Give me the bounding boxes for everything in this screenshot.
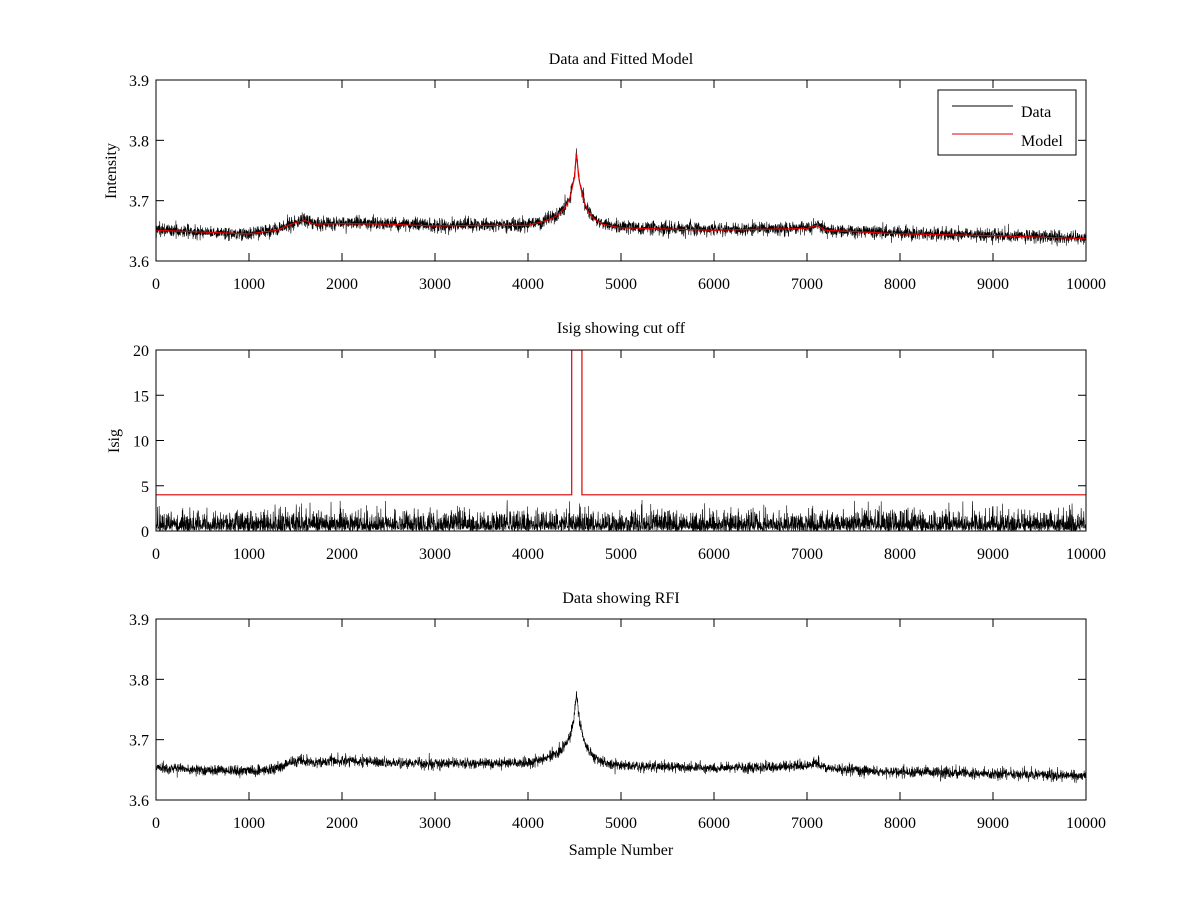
y-tick-label: 3.6 bbox=[129, 254, 149, 271]
series-data-line bbox=[156, 691, 1086, 784]
x-tick-label: 1000 bbox=[233, 815, 265, 832]
x-tick-label: 3000 bbox=[419, 546, 451, 563]
x-tick-label: 9000 bbox=[977, 546, 1009, 563]
x-tick-label: 0 bbox=[152, 815, 160, 832]
panel-rfi: Data showing RFI 0 1000 2000 3000 4000 5000 60… bbox=[129, 590, 1106, 859]
x-tick-label: 8000 bbox=[884, 276, 916, 293]
panel2-title: Isig showing cut off bbox=[557, 320, 686, 337]
x-tick-label: 1000 bbox=[233, 546, 265, 563]
x-tick-label: 2000 bbox=[326, 546, 358, 563]
x-tick-label: 9000 bbox=[977, 815, 1009, 832]
panel2-ylabel: Isig bbox=[106, 429, 123, 453]
x-tick-label: 5000 bbox=[605, 276, 637, 293]
x-tick-label: 9000 bbox=[977, 276, 1009, 293]
x-tick-label: 5000 bbox=[605, 546, 637, 563]
x-tick-label: 0 bbox=[152, 546, 160, 563]
y-tick-label: 3.8 bbox=[129, 672, 149, 689]
y-tick-label: 3.6 bbox=[129, 793, 149, 810]
x-tick-label: 2000 bbox=[326, 815, 358, 832]
x-tick-label: 10000 bbox=[1066, 276, 1106, 293]
y-tick-label: 3.7 bbox=[129, 733, 149, 750]
x-tick-label: 4000 bbox=[512, 815, 544, 832]
panel3-xlabel: Sample Number bbox=[569, 842, 674, 859]
x-tick-label: 10000 bbox=[1066, 546, 1106, 563]
legend-box bbox=[937, 89, 1077, 156]
panel-isig: Isig showing cut off 0 1000 2000 3000 4000 50… bbox=[106, 320, 1106, 563]
legend-data-label: Data bbox=[1021, 104, 1051, 121]
x-tick-label: 7000 bbox=[791, 276, 823, 293]
y-tick-label: 3.9 bbox=[129, 73, 149, 90]
series-cut-off-line bbox=[156, 350, 1086, 496]
y-tick-label: 3.9 bbox=[129, 612, 149, 629]
x-tick-label: 8000 bbox=[884, 546, 916, 563]
series-data-line bbox=[156, 148, 1086, 247]
legend-model-label: Model bbox=[1021, 133, 1063, 150]
x-tick-label: 7000 bbox=[791, 546, 823, 563]
y-tick-label: 15 bbox=[133, 388, 149, 405]
panel1-axes: 0 1000 2000 3000 4000 5000 6000 7000 8000 9000 100… bbox=[129, 73, 1106, 293]
panel1-legend: Data Model bbox=[937, 89, 1077, 156]
x-tick-label: 5000 bbox=[605, 815, 637, 832]
x-tick-label: 10000 bbox=[1066, 815, 1106, 832]
y-tick-label: 5 bbox=[141, 479, 149, 496]
x-tick-label: 4000 bbox=[512, 276, 544, 293]
x-tick-label: 3000 bbox=[419, 815, 451, 832]
y-tick-label: 3.7 bbox=[129, 194, 149, 211]
x-tick-label: 6000 bbox=[698, 815, 730, 832]
panel2-axes: 0 1000 2000 3000 4000 5000 6000 7000 8000 9000 100… bbox=[133, 343, 1106, 563]
y-tick-label: 0 bbox=[141, 524, 149, 541]
y-tick-label: 3.8 bbox=[129, 133, 149, 150]
x-tick-label: 7000 bbox=[791, 815, 823, 832]
panel3-title: Data showing RFI bbox=[562, 590, 679, 607]
panel1-title: Data and Fitted Model bbox=[549, 51, 694, 68]
panel-data-and-model: Data and Fitted Model 0 1000 2000 3000 4000 5… bbox=[103, 51, 1106, 293]
series-model-line bbox=[156, 152, 1086, 240]
x-tick-label: 1000 bbox=[233, 276, 265, 293]
x-tick-label: 0 bbox=[152, 276, 160, 293]
x-tick-label: 3000 bbox=[419, 276, 451, 293]
x-tick-label: 6000 bbox=[698, 276, 730, 293]
panel1-ylabel: Intensity bbox=[103, 143, 120, 199]
x-tick-label: 8000 bbox=[884, 815, 916, 832]
panel3-axes: 0 1000 2000 3000 4000 5000 6000 7000 8000 9000 100… bbox=[129, 612, 1106, 832]
x-tick-label: 4000 bbox=[512, 546, 544, 563]
x-tick-label: 2000 bbox=[326, 276, 358, 293]
x-tick-label: 6000 bbox=[698, 546, 730, 563]
y-tick-label: 10 bbox=[133, 434, 149, 451]
y-tick-label: 20 bbox=[133, 343, 149, 360]
